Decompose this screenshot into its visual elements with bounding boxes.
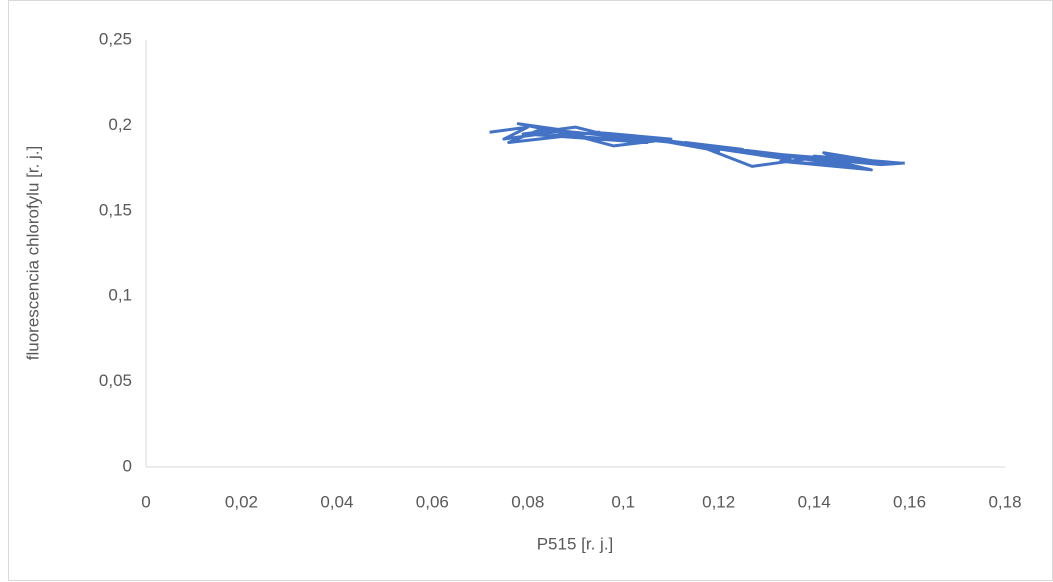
- x-tick-label: 0,02: [225, 492, 258, 511]
- x-tick-label: 0,12: [702, 492, 735, 511]
- y-axis-label: fluorescencia chlorofylu [r. j.]: [23, 146, 42, 360]
- y-tick-label: 0: [123, 456, 132, 475]
- y-tick-label: 0,25: [99, 29, 132, 48]
- y-tick-label: 0,15: [99, 200, 132, 219]
- y-tick-label: 0,05: [99, 371, 132, 390]
- data-line: [489, 122, 905, 172]
- x-axis-label: P515 [r. j.]: [537, 534, 614, 553]
- x-tick-label: 0,18: [988, 492, 1021, 511]
- x-tick-label: 0,16: [893, 492, 926, 511]
- x-tick-label: 0: [141, 492, 150, 511]
- x-tick-label: 0,14: [798, 492, 831, 511]
- x-tick-label: 0,06: [416, 492, 449, 511]
- y-tick-label: 0,2: [108, 115, 132, 134]
- x-tick-label: 0,08: [511, 492, 544, 511]
- x-tick-label: 0,04: [320, 492, 353, 511]
- chart-frame: [8, 0, 1053, 581]
- x-tick-label: 0,1: [611, 492, 635, 511]
- y-tick-label: 0,1: [108, 286, 132, 305]
